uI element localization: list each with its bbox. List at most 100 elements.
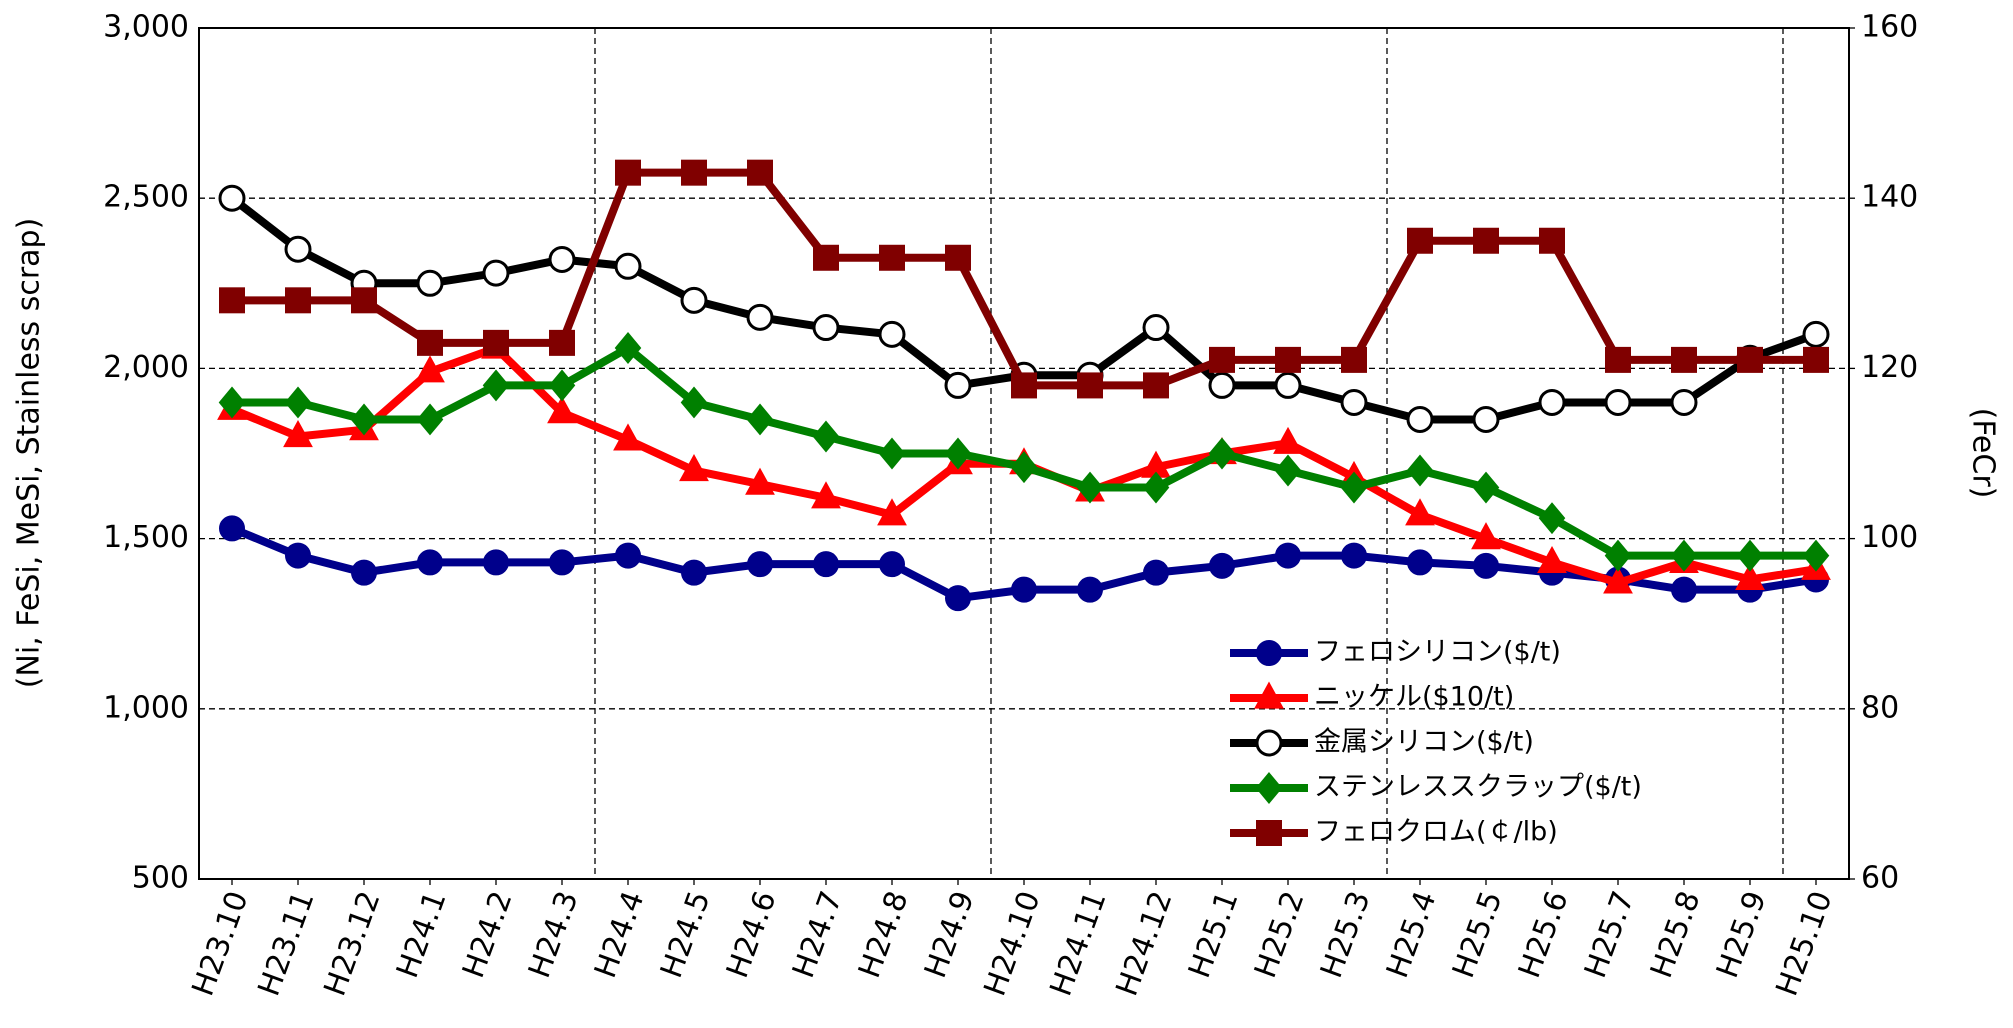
y2-tick-label: 140: [1861, 180, 1918, 215]
x-tick-label: H24.8: [852, 887, 915, 983]
x-tick-label: H24.5: [654, 887, 717, 983]
marker: [1142, 471, 1170, 504]
marker: [1603, 566, 1633, 594]
marker: [614, 252, 642, 280]
marker: [1077, 576, 1103, 603]
marker: [1273, 426, 1303, 454]
marker: [483, 329, 509, 356]
marker: [1274, 454, 1302, 487]
marker: [417, 549, 443, 576]
legend-label: ステンレススクラップ($/t): [1314, 772, 1642, 803]
marker: [615, 159, 641, 186]
marker: [679, 454, 709, 482]
marker: [1539, 227, 1565, 254]
marker: [482, 369, 510, 402]
marker: [746, 403, 774, 436]
marker: [1537, 545, 1567, 574]
x-tick-label: H25.8: [1644, 887, 1707, 983]
marker: [1208, 371, 1236, 399]
marker: [746, 303, 774, 331]
marker: [1671, 346, 1697, 373]
marker: [1407, 227, 1433, 254]
x-tick-label: H25.10: [1770, 887, 1840, 1001]
marker: [1405, 498, 1435, 526]
marker: [614, 332, 642, 364]
marker: [417, 329, 443, 356]
x-tick-label: H24.4: [588, 887, 651, 983]
marker: [680, 286, 708, 314]
x-tick-label: H24.12: [1110, 887, 1180, 1001]
legend-label: フェロクロム(￠/lb): [1314, 817, 1558, 848]
x-tick-label: H25.2: [1248, 887, 1311, 983]
marker: [1274, 371, 1302, 399]
marker: [745, 467, 775, 495]
marker: [1341, 542, 1367, 569]
marker: [416, 269, 444, 297]
x-tick-label: H23.10: [186, 887, 256, 1001]
marker: [813, 244, 839, 271]
marker: [1473, 227, 1499, 254]
marker: [1341, 346, 1367, 373]
x-tick-label: H25.3: [1314, 887, 1377, 983]
x-tick-label: H24.9: [918, 887, 981, 983]
legend-label: 金属シリコン($/t): [1314, 727, 1534, 758]
x-tick-label: H24.6: [720, 887, 783, 983]
x-tick-label: H24.10: [978, 887, 1048, 1001]
marker: [1208, 437, 1236, 470]
marker: [944, 371, 972, 399]
marker: [416, 403, 444, 436]
marker: [483, 549, 509, 576]
marker: [285, 542, 311, 569]
marker: [945, 585, 971, 612]
marker: [1275, 542, 1301, 569]
marker: [1406, 454, 1434, 487]
marker: [1737, 346, 1763, 373]
marker: [1472, 471, 1500, 504]
marker: [613, 423, 643, 451]
marker: [284, 386, 312, 419]
marker: [283, 420, 313, 448]
marker: [1604, 388, 1632, 416]
marker: [350, 403, 378, 436]
x-tick-label: H25.7: [1578, 887, 1641, 983]
legend-marker: [1254, 681, 1284, 709]
x-tick-label: H24.2: [456, 887, 519, 983]
marker: [1011, 576, 1037, 603]
marker: [1736, 539, 1764, 572]
marker: [1735, 562, 1765, 591]
marker: [1011, 372, 1037, 399]
marker: [1670, 388, 1698, 416]
marker: [415, 355, 445, 383]
marker: [219, 287, 245, 314]
marker: [681, 559, 707, 586]
marker: [811, 481, 841, 509]
marker: [1407, 549, 1433, 576]
legend-marker: [1255, 772, 1283, 804]
marker: [218, 386, 246, 419]
marker: [1275, 346, 1301, 373]
marker: [1538, 502, 1566, 535]
x-tick-label: H24.11: [1044, 887, 1114, 1001]
marker: [813, 551, 839, 578]
marker: [1077, 372, 1103, 399]
y-tick-label: 3,000: [103, 10, 189, 45]
marker: [219, 515, 245, 542]
marker: [1538, 388, 1566, 416]
marker: [1076, 471, 1104, 504]
y2-axis-label: (FeCr): [1966, 408, 2001, 499]
y-tick-label: 1,500: [103, 520, 189, 555]
marker: [1143, 559, 1169, 586]
marker: [285, 287, 311, 314]
marker: [482, 259, 510, 287]
marker: [879, 551, 905, 578]
marker: [1142, 314, 1170, 342]
y-tick-label: 2,500: [103, 180, 189, 215]
marker: [547, 396, 577, 424]
marker: [218, 184, 246, 212]
y2-tick-label: 160: [1861, 10, 1918, 45]
marker: [878, 437, 906, 470]
x-tick-label: H24.3: [522, 887, 585, 983]
marker: [1473, 552, 1499, 579]
x-tick-label: H24.1: [390, 887, 453, 983]
